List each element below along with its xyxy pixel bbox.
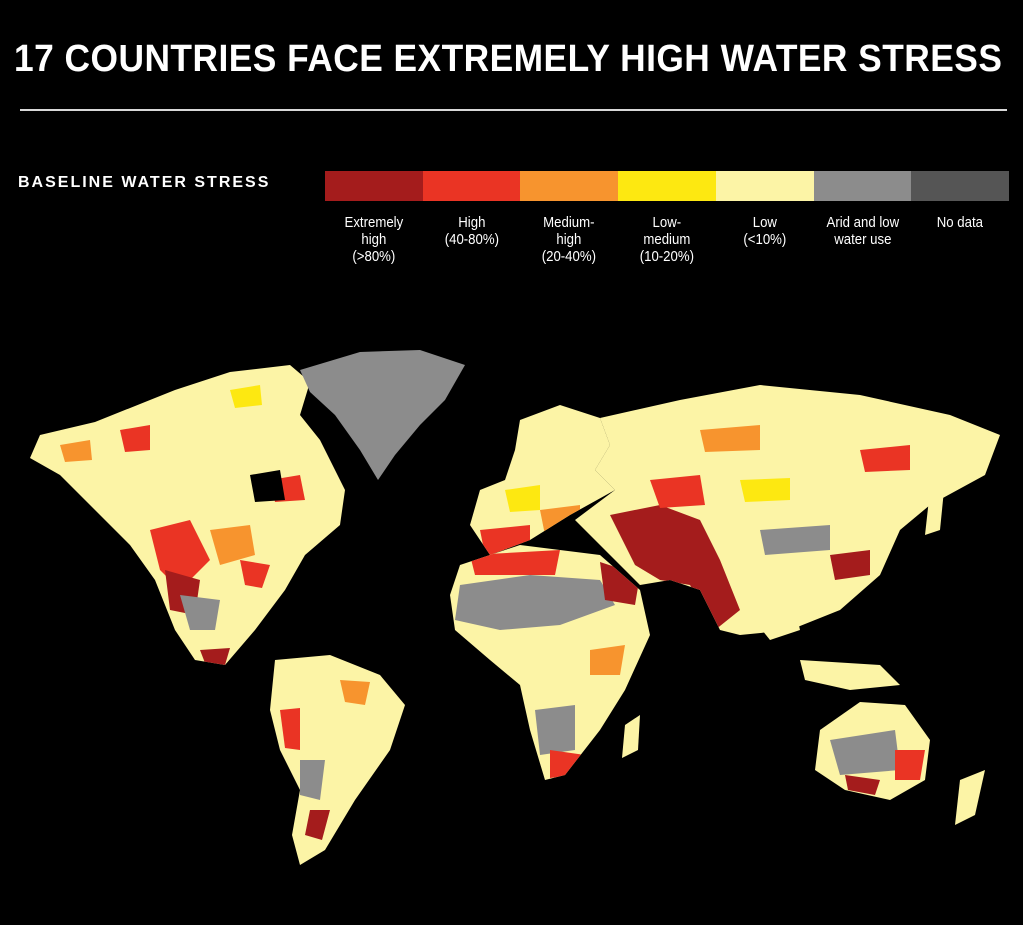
south-america	[270, 655, 405, 865]
legend-title: BASELINE WATER STRESS	[18, 174, 271, 191]
legend-swatch-arid	[813, 171, 912, 201]
legend-swatch-extremely-high	[325, 171, 423, 201]
legend-label-low: Low (<10%)	[743, 214, 787, 248]
legend-color-bar	[325, 171, 1010, 201]
title-divider	[20, 109, 1007, 111]
africa	[450, 545, 650, 780]
greenland	[300, 350, 465, 480]
australia	[815, 702, 985, 825]
legend-swatch-low-medium	[618, 171, 716, 201]
legend-swatch-high	[422, 171, 521, 201]
legend-swatch-medium-high	[520, 171, 619, 201]
north-america	[30, 365, 345, 665]
legend-swatch-no-data	[911, 171, 1010, 201]
page-title: 17 COUNTRIES FACE EXTREMELY HIGH WATER S…	[14, 38, 1003, 80]
legend-label-high: High (40-80%)	[444, 214, 499, 248]
legend-swatch-low	[715, 171, 814, 201]
world-water-stress-map	[30, 350, 1000, 865]
legend-label-no-data: No data	[937, 214, 984, 231]
legend-label-extremely-high: Extremely high (>80%)	[344, 214, 404, 265]
legend-label-low-medium: Low- medium (10-20%)	[639, 214, 695, 265]
legend-label-medium-high: Medium- high (20-40%)	[542, 214, 597, 265]
legend-labels: Extremely high (>80%) High (40-80%) Medi…	[325, 214, 1009, 265]
asia	[575, 385, 1000, 690]
legend-label-arid: Arid and low water use	[826, 214, 899, 248]
